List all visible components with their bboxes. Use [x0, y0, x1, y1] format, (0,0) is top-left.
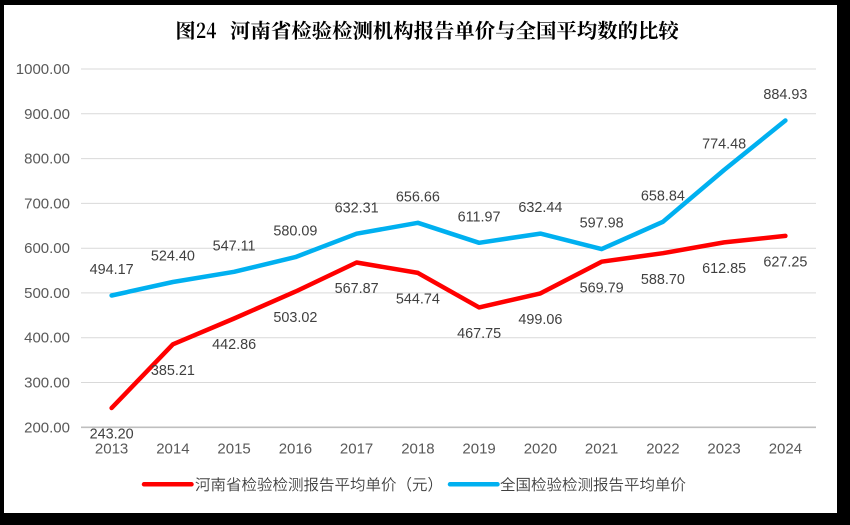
svg-text:2013: 2013: [95, 441, 128, 458]
svg-text:2019: 2019: [462, 441, 495, 458]
svg-text:700.00: 700.00: [24, 195, 70, 212]
svg-text:2023: 2023: [707, 441, 740, 458]
svg-text:200.00: 200.00: [24, 419, 70, 436]
svg-text:494.17: 494.17: [90, 262, 134, 278]
svg-text:524.40: 524.40: [151, 249, 195, 265]
svg-text:2024: 2024: [769, 441, 802, 458]
svg-text:2015: 2015: [217, 441, 250, 458]
svg-text:632.44: 632.44: [518, 200, 562, 216]
svg-text:774.48: 774.48: [702, 137, 746, 153]
svg-text:300.00: 300.00: [24, 375, 70, 392]
svg-text:611.97: 611.97: [458, 209, 501, 225]
svg-text:243.20: 243.20: [90, 427, 134, 443]
svg-text:632.31: 632.31: [335, 200, 379, 216]
svg-text:2016: 2016: [279, 441, 312, 458]
svg-text:627.25: 627.25: [763, 255, 807, 271]
svg-text:400.00: 400.00: [24, 330, 70, 347]
svg-text:2021: 2021: [585, 441, 618, 458]
svg-text:2014: 2014: [156, 441, 189, 458]
svg-text:600.00: 600.00: [24, 240, 70, 257]
svg-text:588.70: 588.70: [641, 272, 685, 288]
svg-text:500.00: 500.00: [24, 285, 70, 302]
svg-text:544.74: 544.74: [396, 292, 440, 308]
svg-text:884.93: 884.93: [763, 87, 807, 103]
svg-text:2017: 2017: [340, 441, 373, 458]
svg-text:1000.00: 1000.00: [16, 61, 70, 78]
svg-text:656.66: 656.66: [396, 189, 440, 205]
svg-text:658.84: 658.84: [641, 188, 685, 204]
svg-text:800.00: 800.00: [24, 151, 70, 168]
svg-text:900.00: 900.00: [24, 106, 70, 123]
svg-text:567.87: 567.87: [335, 281, 379, 297]
svg-text:612.85: 612.85: [702, 261, 746, 277]
svg-text:2018: 2018: [401, 441, 434, 458]
svg-text:503.02: 503.02: [273, 310, 317, 326]
svg-text:467.75: 467.75: [457, 326, 501, 342]
svg-text:2022: 2022: [646, 441, 679, 458]
svg-text:547.11: 547.11: [213, 238, 256, 254]
svg-text:597.98: 597.98: [580, 216, 624, 232]
svg-text:442.86: 442.86: [212, 337, 256, 353]
svg-text:2020: 2020: [524, 441, 557, 458]
svg-text:499.06: 499.06: [518, 312, 562, 328]
svg-text:569.79: 569.79: [580, 280, 624, 296]
svg-text:385.21: 385.21: [151, 363, 195, 379]
svg-text:580.09: 580.09: [273, 224, 317, 240]
